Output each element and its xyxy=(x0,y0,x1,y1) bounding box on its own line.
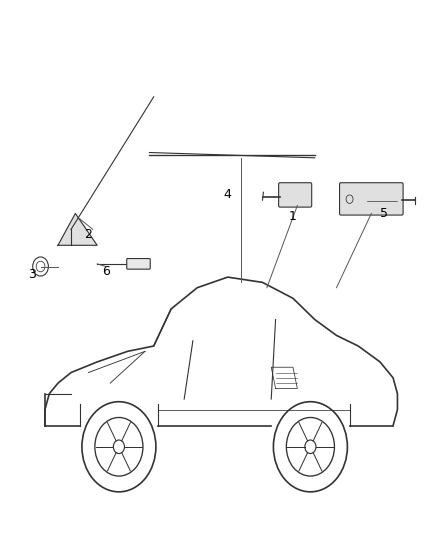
Text: 3: 3 xyxy=(28,268,36,281)
Text: 1: 1 xyxy=(289,209,297,223)
FancyBboxPatch shape xyxy=(279,183,312,207)
Polygon shape xyxy=(58,214,97,245)
Text: 4: 4 xyxy=(224,189,232,201)
FancyBboxPatch shape xyxy=(339,183,403,215)
Text: 6: 6 xyxy=(102,265,110,278)
FancyBboxPatch shape xyxy=(127,259,150,269)
Text: 5: 5 xyxy=(380,207,389,220)
Text: 2: 2 xyxy=(85,228,92,241)
